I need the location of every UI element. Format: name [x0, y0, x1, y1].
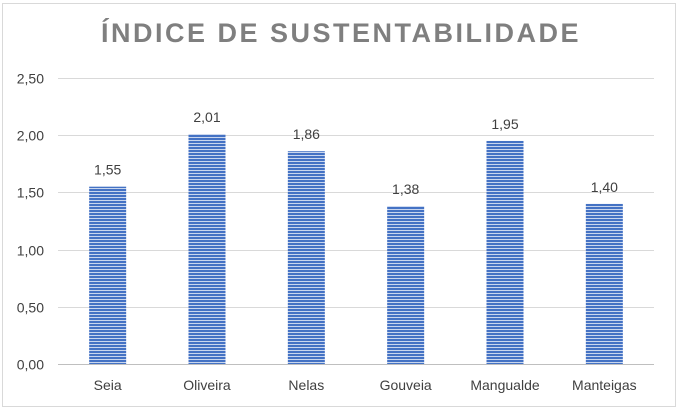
bar — [486, 140, 524, 364]
y-tick-label: 1,00 — [17, 243, 44, 259]
bar — [188, 134, 226, 364]
bar — [585, 203, 623, 364]
x-tick-label: Gouveia — [380, 377, 432, 393]
x-axis-ticks: Seia Oliveira Nelas Gouveia Mangualde Manteig… — [94, 377, 637, 393]
y-tick-label: 1,50 — [17, 185, 44, 201]
data-label: 1,40 — [591, 179, 618, 195]
x-tick-label: Oliveira — [183, 377, 231, 393]
bar — [89, 186, 127, 364]
y-tick-label: 2,00 — [17, 128, 44, 144]
y-tick-label: 2,50 — [17, 71, 44, 87]
y-tick-label: 0,00 — [17, 357, 44, 373]
y-tick-label: 0,50 — [17, 300, 44, 316]
bar — [387, 206, 425, 364]
data-label: 1,86 — [293, 126, 320, 142]
data-label: 2,01 — [193, 109, 220, 125]
x-tick-label: Mangualde — [470, 377, 539, 393]
data-labels: 1,55 2,01 1,86 1,38 1,95 1,40 — [94, 109, 618, 197]
gridlines — [58, 78, 654, 365]
bars — [89, 134, 623, 364]
x-tick-label: Nelas — [288, 377, 324, 393]
y-axis-ticks: 0,00 0,50 1,00 1,50 2,00 2,50 — [17, 71, 44, 373]
x-tick-label: Manteigas — [572, 377, 637, 393]
data-label: 1,38 — [392, 181, 419, 197]
bar — [287, 151, 325, 364]
x-tick-label: Seia — [94, 377, 122, 393]
data-label: 1,95 — [491, 116, 518, 132]
chart-title: ÍNDICE DE SUSTENTABILIDADE — [100, 18, 582, 48]
data-label: 1,55 — [94, 162, 121, 178]
